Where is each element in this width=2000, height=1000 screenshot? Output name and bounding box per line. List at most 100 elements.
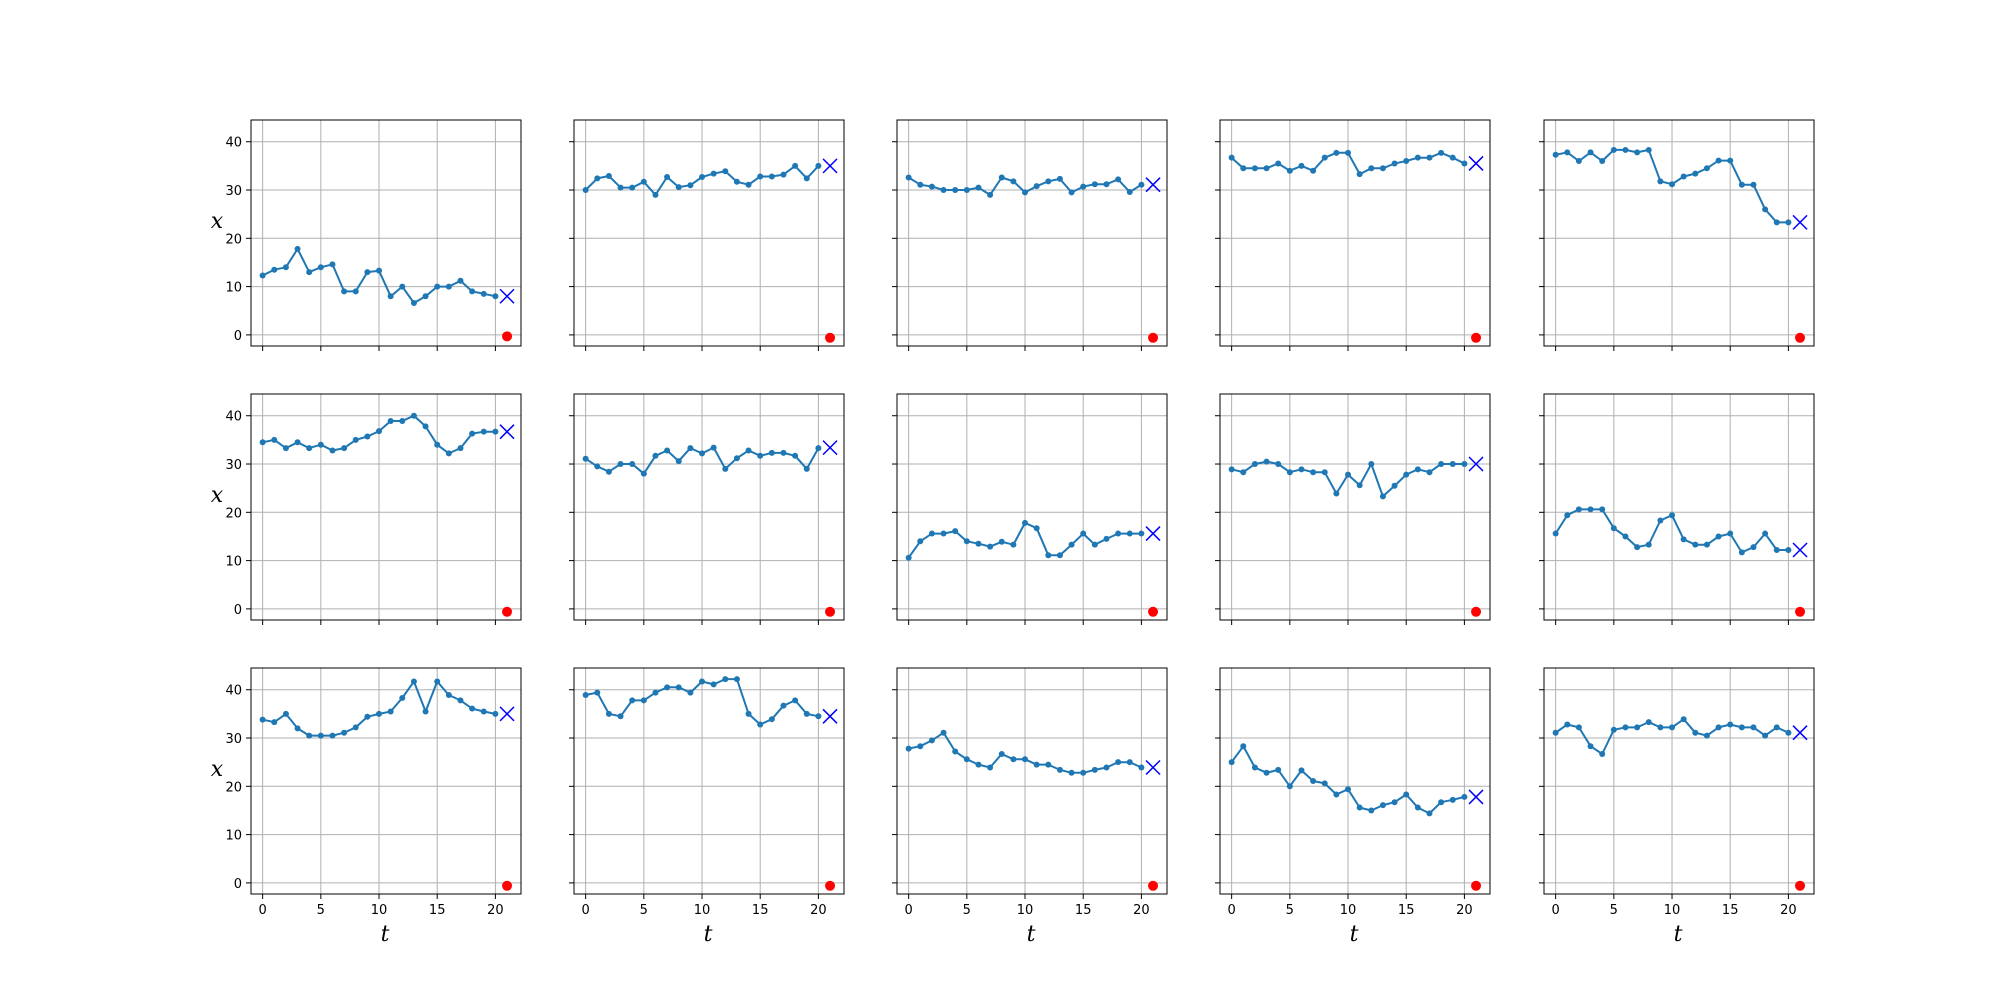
data-point xyxy=(1103,764,1110,771)
data-point xyxy=(1275,766,1282,773)
subplot-r2c4: 0 5 10 15 20 xyxy=(1539,667,1815,918)
data-point xyxy=(294,725,301,732)
x-tick-label: 5 xyxy=(317,903,325,918)
data-point xyxy=(1669,724,1676,731)
x-axis-label: t xyxy=(1674,922,1683,947)
data-point xyxy=(1703,165,1710,172)
plot-frame xyxy=(896,119,1168,347)
y-tick-label: 10 xyxy=(225,555,242,570)
data-point xyxy=(1068,189,1075,196)
data-point xyxy=(1414,804,1421,811)
forecast-marker-stroke xyxy=(1792,725,1808,741)
data-point xyxy=(1138,764,1145,771)
data-point xyxy=(1773,724,1780,731)
y-tick-label: 10 xyxy=(225,281,242,296)
data-point xyxy=(1368,461,1375,468)
data-point xyxy=(803,710,810,717)
data-point xyxy=(1773,546,1780,553)
data-point xyxy=(733,676,740,683)
forecast-marker-stroke xyxy=(1792,214,1808,230)
data-point xyxy=(434,441,441,448)
anomaly-marker xyxy=(1148,606,1159,617)
data-point xyxy=(952,528,959,535)
data-point xyxy=(1240,165,1247,172)
data-point xyxy=(757,173,764,180)
data-point xyxy=(1785,546,1792,553)
data-point xyxy=(1552,151,1559,158)
data-point xyxy=(605,173,612,180)
data-point xyxy=(1715,724,1722,731)
data-point xyxy=(1680,716,1687,723)
plot-frame xyxy=(573,393,845,621)
plot-frame xyxy=(573,667,845,895)
data-point xyxy=(1115,530,1122,537)
x-tick-label: 5 xyxy=(963,903,971,918)
forecast-marker xyxy=(822,440,838,456)
data-point xyxy=(1785,729,1792,736)
forecast-marker-stroke xyxy=(1468,789,1484,805)
anomaly-marker xyxy=(825,606,836,617)
forecast-marker xyxy=(1792,214,1808,230)
data-point xyxy=(306,732,313,739)
plot-frame xyxy=(1543,393,1815,621)
data-point xyxy=(1461,461,1468,468)
data-point xyxy=(1228,466,1235,473)
data-point xyxy=(1321,780,1328,787)
data-point xyxy=(1286,783,1293,790)
data-point xyxy=(399,418,406,425)
data-point xyxy=(629,184,636,191)
data-point xyxy=(594,175,601,182)
plot-frame xyxy=(896,393,1168,621)
data-point xyxy=(1286,167,1293,174)
data-point xyxy=(1391,482,1398,489)
data-point xyxy=(1738,181,1745,188)
data-point xyxy=(1321,469,1328,476)
data-point xyxy=(1310,778,1317,784)
data-point xyxy=(1298,466,1305,473)
x-axis-label: t xyxy=(381,922,390,947)
plot-area xyxy=(251,120,521,346)
x-tick-label: 20 xyxy=(1456,903,1473,918)
data-point xyxy=(1068,769,1075,776)
data-point xyxy=(387,418,394,425)
data-point xyxy=(617,461,624,468)
data-point xyxy=(1414,466,1421,473)
x-tick-label: 5 xyxy=(1286,903,1294,918)
data-point xyxy=(457,697,464,704)
anomaly-marker xyxy=(1795,880,1806,891)
y-tick-label: 10 xyxy=(225,829,242,844)
data-point xyxy=(768,173,775,180)
anomaly-marker xyxy=(1148,332,1159,343)
data-point xyxy=(952,187,959,194)
data-point xyxy=(1045,761,1052,768)
data-point xyxy=(445,283,452,290)
anomaly-marker xyxy=(1471,880,1482,891)
data-point xyxy=(1080,530,1087,537)
data-point xyxy=(1622,724,1629,731)
data-point xyxy=(1310,167,1317,174)
data-point xyxy=(1634,544,1641,551)
data-point xyxy=(1403,471,1410,478)
data-point xyxy=(387,293,394,300)
data-point xyxy=(1126,759,1133,766)
data-point xyxy=(952,748,959,755)
forecast-marker xyxy=(1145,177,1161,193)
data-point xyxy=(1645,146,1652,153)
plot-area xyxy=(1220,394,1490,620)
data-point xyxy=(629,461,636,468)
data-point xyxy=(1449,461,1456,468)
data-point xyxy=(664,684,671,691)
x-tick-label: 20 xyxy=(487,903,504,918)
data-point xyxy=(352,288,359,295)
data-point xyxy=(445,450,452,457)
data-point xyxy=(352,724,359,731)
data-point xyxy=(294,439,301,446)
data-point xyxy=(1403,158,1410,165)
anomaly-marker xyxy=(1471,606,1482,617)
data-point xyxy=(1703,541,1710,548)
data-point xyxy=(271,719,278,726)
data-point xyxy=(1552,530,1559,537)
data-point xyxy=(675,458,682,465)
data-point xyxy=(341,445,348,452)
data-point xyxy=(1263,458,1270,465)
